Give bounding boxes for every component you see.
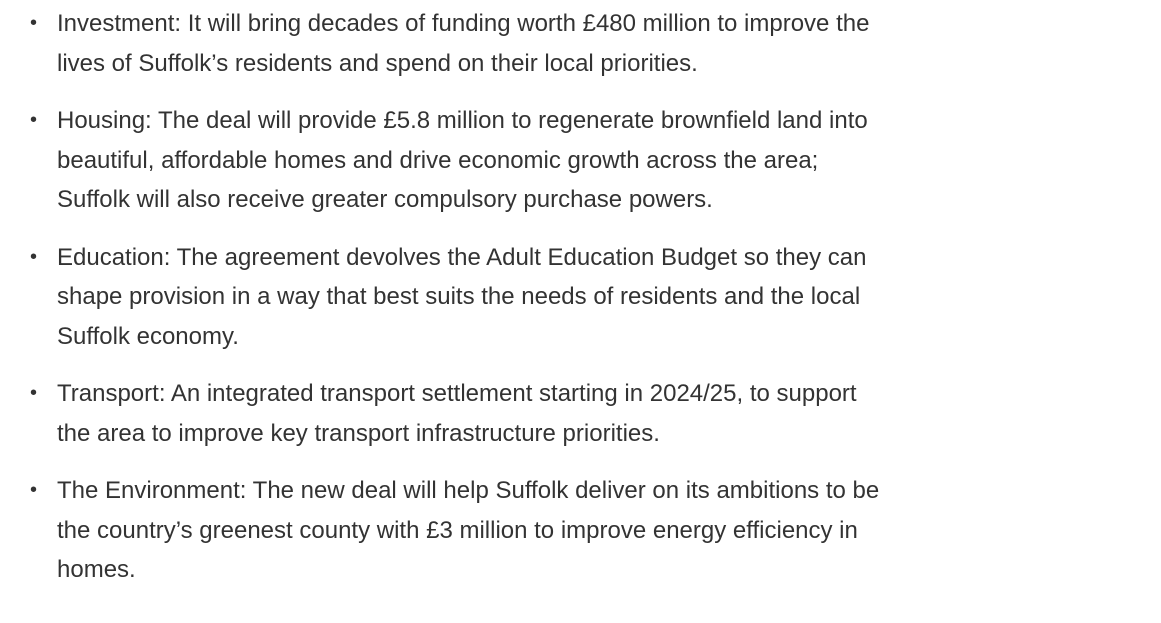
bullet-item: Housing: The deal will provide £5.8 mill… [0, 101, 1161, 220]
item-text: Housing: The deal will provide £5.8 mill… [57, 107, 868, 134]
bullet-list: Investment: It will bring decades of fun… [0, 0, 1161, 590]
bullet-item: The Environment: The new deal will help … [0, 471, 1161, 590]
item-text: shape provision in a way that best suits… [57, 283, 861, 310]
item-text: Investment: It will bring decades of fun… [57, 10, 870, 37]
item-text: Suffolk will also receive greater compul… [57, 186, 713, 213]
item-text: the area to improve key transport infras… [57, 419, 660, 447]
item-text: Suffolk economy. [57, 322, 239, 350]
bullet-item: Investment: It will bring decades of fun… [0, 4, 1161, 83]
item-text: Education: The agreement devolves the Ad… [57, 243, 867, 271]
bullet-item: Education: The agreement devolves the Ad… [0, 238, 1161, 357]
item-text: homes. [57, 556, 136, 583]
item-text: The Environment: The new deal will help … [57, 477, 880, 504]
item-text: lives of Suffolk’s residents and spend o… [57, 49, 698, 77]
item-text: Transport: An integrated transport settl… [57, 380, 857, 407]
bullet-item: Transport: An integrated transport settl… [0, 374, 1161, 453]
item-text: beautiful, affordable homes and drive ec… [57, 146, 819, 174]
item-text: the country’s greenest county with £3 mi… [57, 516, 858, 544]
